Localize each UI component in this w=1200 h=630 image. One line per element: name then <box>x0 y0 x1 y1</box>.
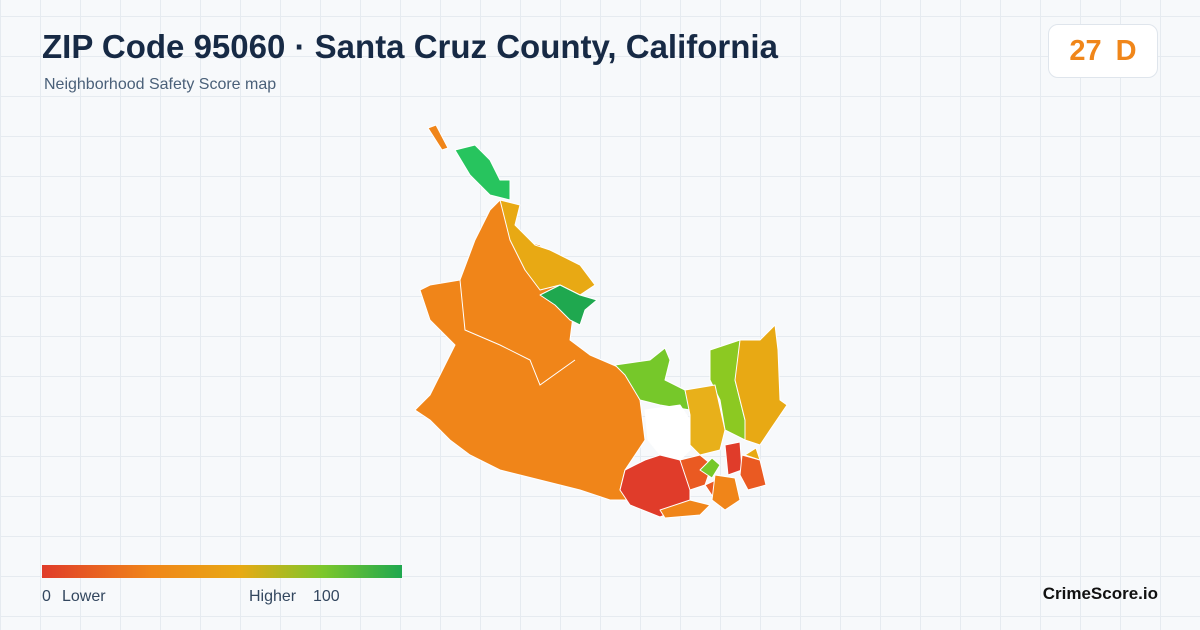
brand: CrimeScore.io <box>1042 584 1158 603</box>
legend-high-label: Higher <box>249 588 297 605</box>
region <box>684 384 726 456</box>
score: 27 <box>1069 34 1102 67</box>
region <box>711 474 741 511</box>
region <box>744 447 761 461</box>
region <box>724 441 743 476</box>
legend-gradient <box>42 565 402 578</box>
region <box>499 199 596 296</box>
region <box>427 124 449 151</box>
subtitle: Neighborhood Safety Score map <box>44 76 277 93</box>
region <box>734 324 788 446</box>
region-border <box>459 279 576 386</box>
region <box>699 457 721 479</box>
legend-min: 0 <box>42 588 51 605</box>
region <box>539 284 598 326</box>
legend-max: 100 <box>313 588 340 605</box>
region <box>739 454 767 491</box>
region <box>619 454 691 518</box>
score-badge: 27 D <box>1048 24 1158 78</box>
region <box>454 144 511 201</box>
region <box>659 499 711 519</box>
title: ZIP Code 95060 · Santa Cruz County, Cali… <box>42 28 778 65</box>
region <box>644 404 691 461</box>
legend-low-label: Lower <box>62 588 106 605</box>
grade: D <box>1115 34 1137 67</box>
